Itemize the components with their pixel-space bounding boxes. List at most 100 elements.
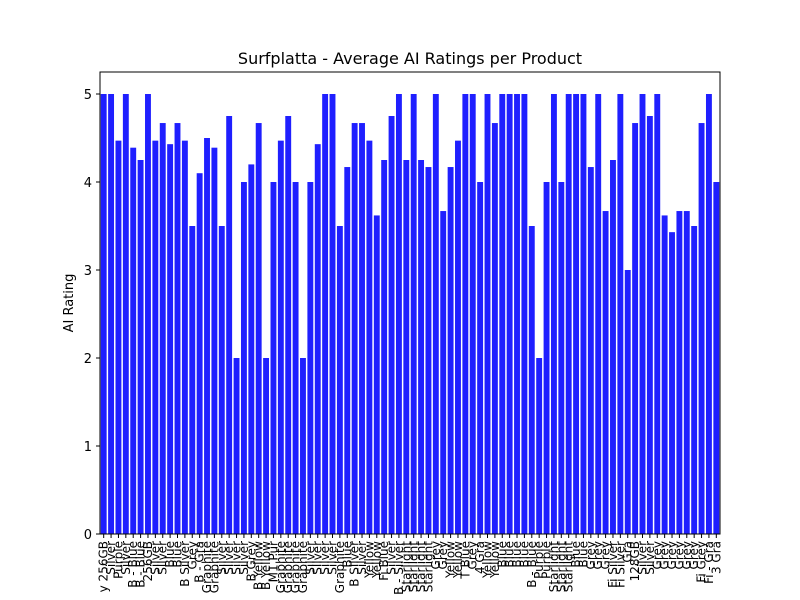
- bar-50: [469, 94, 476, 534]
- bar-49: [462, 94, 469, 534]
- bar-1: [108, 94, 115, 534]
- x-tick-label-29: Silver: [311, 541, 325, 575]
- bar-65: [580, 94, 587, 534]
- bar-51: [477, 182, 484, 534]
- bar-33: [344, 167, 351, 535]
- x-tick-label-24: Graphite: [274, 541, 288, 593]
- bar-42: [410, 94, 417, 534]
- bar-53: [491, 123, 498, 534]
- bar-78: [676, 211, 683, 535]
- bar-47: [447, 167, 454, 535]
- y-tick-label-2: 2: [84, 352, 92, 367]
- x-tick-label-22: B Yellow: [259, 541, 273, 590]
- x-tick-label-54: Blue: [495, 541, 509, 568]
- x-tick-label-40: B - Silver: [392, 541, 406, 595]
- bar-12: [189, 226, 196, 534]
- x-tick-label-73: Silver: [636, 541, 650, 575]
- bar-39: [388, 116, 395, 534]
- bar-69: [610, 160, 616, 534]
- x-tick-label-63: Starlight: [562, 541, 576, 593]
- y-axis: 0 1 2 3 4 5: [84, 88, 100, 543]
- bar-71: [624, 270, 631, 534]
- bar-23: [270, 182, 277, 534]
- x-tick-label-18: Silver: [230, 541, 244, 575]
- x-tick-label-14: Graphite: [200, 541, 214, 593]
- x-tick-label-44: Starlight: [421, 541, 435, 593]
- x-tick-label-16: Silver: [215, 541, 229, 575]
- x-tick-label-83: 3 Gra: [709, 541, 723, 574]
- bar-20: [248, 164, 255, 534]
- bar-17: [226, 116, 233, 534]
- x-tick-label-57: Blue: [517, 541, 531, 568]
- bar-18: [233, 358, 240, 534]
- x-tick-label-48: Yellow: [451, 541, 465, 579]
- bar-15: [211, 147, 218, 534]
- x-tick-label-50: Grey: [466, 541, 480, 569]
- x-tick-label-60: Purple: [540, 541, 554, 579]
- bar-68: [602, 211, 609, 535]
- bar-67: [595, 94, 602, 534]
- x-tick-label-6: 256GB: [141, 541, 155, 581]
- bar-52: [484, 94, 491, 534]
- x-tick-label-56: Blue: [510, 541, 524, 568]
- x-tick-label-77: Grey: [665, 541, 679, 569]
- bar-32: [336, 226, 343, 534]
- bar-54: [499, 94, 506, 534]
- bar-70: [617, 94, 624, 534]
- bar-3: [122, 94, 129, 534]
- bar-63: [565, 94, 572, 534]
- bar-22: [263, 358, 270, 534]
- x-tick-label-76: Grey: [658, 541, 672, 569]
- x-tick-label-25: Graphite: [281, 541, 295, 593]
- x-tick-label-31: Silver: [326, 541, 340, 575]
- bar-35: [359, 123, 365, 534]
- x-tick-label-81: Fi Grey: [695, 541, 709, 583]
- chart-title: Surfplatta - Average AI Ratings per Prod…: [238, 49, 582, 68]
- x-tick-label-52: Yellow: [481, 541, 495, 579]
- bar-43: [418, 160, 425, 534]
- x-tick-label-7: Silver: [148, 541, 162, 575]
- bar-24: [277, 140, 284, 534]
- x-tick-label-3: Silver: [119, 541, 133, 575]
- bar-82: [705, 94, 712, 534]
- x-tick-label-51: 4 Gra: [473, 541, 487, 574]
- x-tick-label-67: Grey: [591, 541, 605, 569]
- bar-57: [521, 94, 528, 534]
- bar-79: [683, 211, 690, 535]
- bar-56: [514, 94, 520, 534]
- x-tick-label-30: Silver: [318, 541, 332, 575]
- x-tick-label-74: Silver: [643, 541, 657, 575]
- x-tick-label-10: Blue: [171, 541, 185, 568]
- x-tick-label-35: Silver: [355, 541, 369, 575]
- x-tick-label-61: Starlight: [547, 541, 561, 593]
- x-tick-label-65: Blue: [576, 541, 590, 568]
- bar-38: [381, 160, 388, 534]
- bar-60: [543, 182, 550, 534]
- x-tick-label-41: Starlight: [399, 541, 413, 593]
- y-tick-label-1: 1: [84, 440, 92, 455]
- x-tick-label-75: Grey: [650, 541, 664, 569]
- x-tick-label-38: Fi Blue: [377, 541, 391, 581]
- bar-5: [137, 160, 144, 534]
- x-tick-label-37: Yellow: [370, 541, 384, 579]
- x-tick-label-55: Blue: [503, 541, 517, 568]
- bar-25: [285, 116, 292, 534]
- x-tick-label-78: Grey: [672, 541, 686, 569]
- bar-72: [632, 123, 639, 534]
- x-tick-label-21: B Yellow: [252, 541, 266, 590]
- x-tick-label-11: B Silver: [178, 541, 192, 587]
- bar-36: [366, 140, 373, 534]
- bar-29: [314, 144, 321, 534]
- x-tick-label-32: Graphite: [333, 541, 347, 593]
- bar-11: [181, 140, 188, 534]
- x-tick-label-33: Blue: [340, 541, 354, 568]
- x-tick-label-8: Silver: [156, 541, 170, 575]
- bar-80: [691, 226, 698, 534]
- x-tick-label-80: Grey: [687, 541, 701, 569]
- x-tick-label-46: Grey: [436, 541, 450, 569]
- x-tick-label-1: Silver: [104, 541, 118, 575]
- bar-41: [403, 160, 410, 534]
- x-tick-label-43: Starlight: [414, 541, 428, 593]
- bar-4: [130, 147, 137, 534]
